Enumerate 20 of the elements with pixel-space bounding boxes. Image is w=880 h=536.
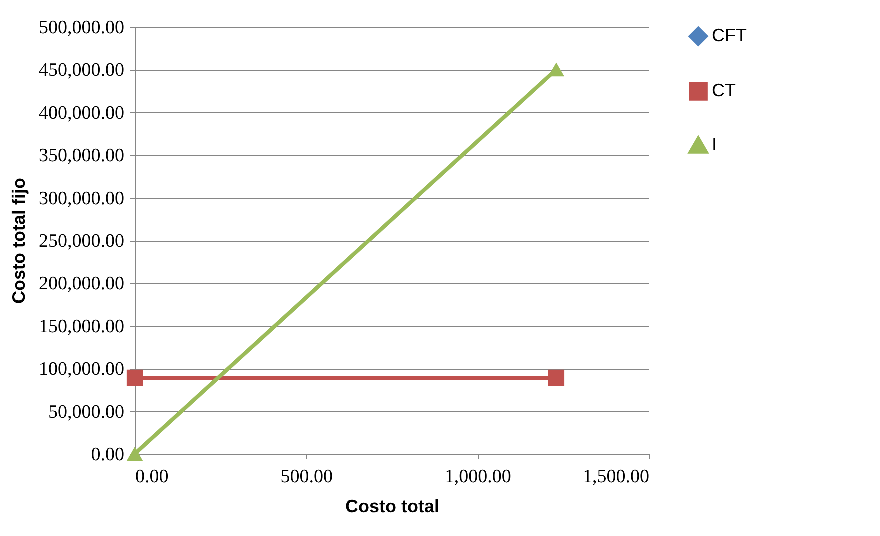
- x-tick-label: 0.00: [136, 466, 169, 488]
- legend-label: CT: [712, 80, 736, 100]
- legend-label: I: [712, 134, 718, 154]
- y-tick-label: 150,000.00: [39, 316, 124, 338]
- y-tick-label: 100,000.00: [39, 359, 124, 380]
- y-tick-label: 0.00: [91, 444, 124, 466]
- x-tick-label: 1,000.00: [444, 466, 512, 488]
- y-tick-label: 400,000.00: [39, 102, 124, 124]
- y-tick-label: 200,000.00: [39, 274, 124, 295]
- y-tick-label: 350,000.00: [39, 146, 124, 167]
- y-tick-label: 500,000.00: [39, 18, 124, 38]
- y-tick-label: 450,000.00: [39, 60, 124, 82]
- x-tick-label: 500.00: [280, 466, 333, 488]
- x-tick-label: 1,500.00: [583, 466, 650, 488]
- y-tick-label: 300,000.00: [39, 188, 124, 210]
- y-tick-label: 50,000.00: [48, 402, 124, 423]
- y-tick-label: 250,000.00: [39, 231, 124, 252]
- y-axis-title: Costo total fijo: [9, 178, 29, 304]
- x-axis-title: Costo total: [346, 496, 440, 516]
- legend-label: CFT: [712, 26, 747, 46]
